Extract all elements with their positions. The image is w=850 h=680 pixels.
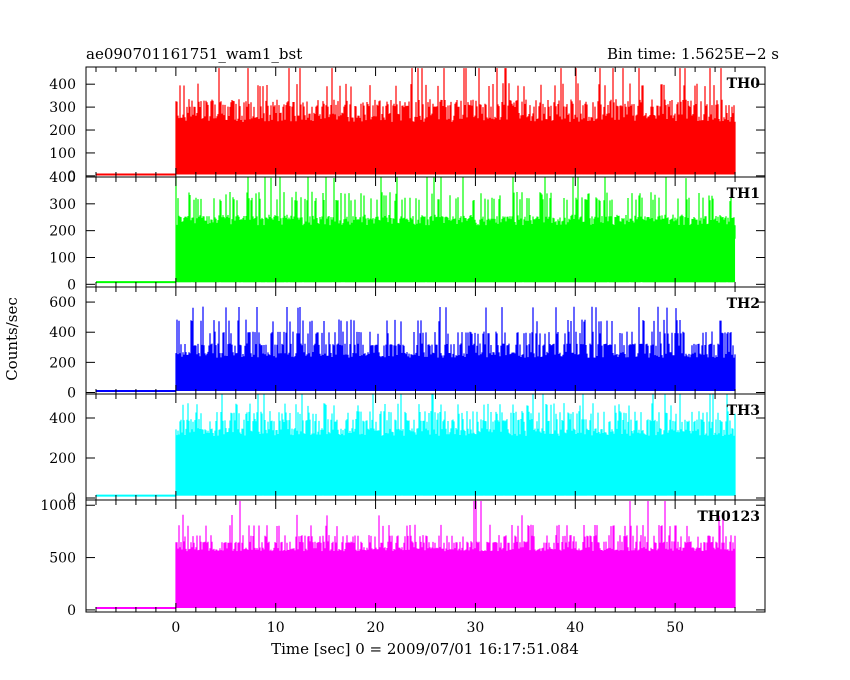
y-tick-label: 0: [67, 277, 76, 293]
y-tick-label: 0: [67, 491, 76, 507]
y-tick-label: 100: [49, 146, 76, 162]
burst-base-fill: [175, 436, 736, 496]
burst-base-fill: [175, 122, 736, 175]
burst-base-fill: [175, 551, 736, 609]
panel-label: TH3: [727, 403, 760, 419]
x-tick-label: 0: [171, 620, 180, 636]
y-tick-label: 400: [49, 170, 76, 186]
panel-label: TH1: [727, 186, 760, 202]
y-tick-label: 200: [49, 451, 76, 467]
chart-title: ae090701161751_wam1_bst: [86, 45, 302, 63]
panel-th2: 0 200 400 600 TH2: [49, 286, 766, 401]
y-tick-label: 0: [67, 385, 76, 401]
panels-group: 0 100 200 300 400 TH0 0 100 200 300 400 TH1 0 200 400 6…: [40, 66, 766, 619]
y-tick-label: 400: [49, 77, 76, 93]
panel-th0123: 0 500 1000 TH0123: [40, 498, 766, 619]
panel-th1: 0 100 200 300 400 TH1: [49, 170, 766, 293]
y-tick-label: 400: [49, 325, 76, 341]
panel-th0: 0 100 200 300 400 TH0: [49, 66, 766, 185]
y-tick-label: 300: [49, 100, 76, 116]
x-tick-label: 10: [267, 620, 285, 636]
x-axis: 0 10 20 30 40 50: [171, 620, 684, 636]
burst-base-fill: [175, 357, 736, 391]
x-tick-label: 20: [367, 620, 385, 636]
y-tick-label: 200: [49, 355, 76, 371]
y-tick-label: 300: [49, 197, 76, 213]
y-tick-label: 100: [49, 250, 76, 266]
y-tick-label: 200: [49, 123, 76, 139]
y-tick-label: 400: [49, 411, 76, 427]
panel-label: TH0: [727, 76, 761, 92]
panel-frame: [85, 499, 766, 613]
y-tick-label: 500: [49, 551, 76, 567]
y-tick-label: 200: [49, 224, 76, 240]
burst-base-fill: [175, 225, 736, 283]
y-tick-label: 600: [49, 295, 76, 311]
panel-label: TH0123: [697, 509, 760, 525]
x-axis-label: Time [sec] 0 = 2009/07/01 16:17:51.084: [271, 640, 579, 658]
x-tick-label: 50: [666, 620, 684, 636]
y-tick-label: 1000: [40, 498, 76, 514]
panel-label: TH2: [727, 296, 760, 312]
y-axis-label: Counts/sec: [3, 297, 21, 381]
y-tick-label: 0: [67, 603, 76, 619]
y-tick-label: 0: [67, 169, 76, 185]
bin-time-label: Bin time: 1.5625E−2 s: [607, 45, 779, 63]
x-tick-label: 30: [467, 620, 485, 636]
panel-th3: 0 200 400 TH3: [49, 393, 766, 507]
x-tick-label: 40: [566, 620, 584, 636]
